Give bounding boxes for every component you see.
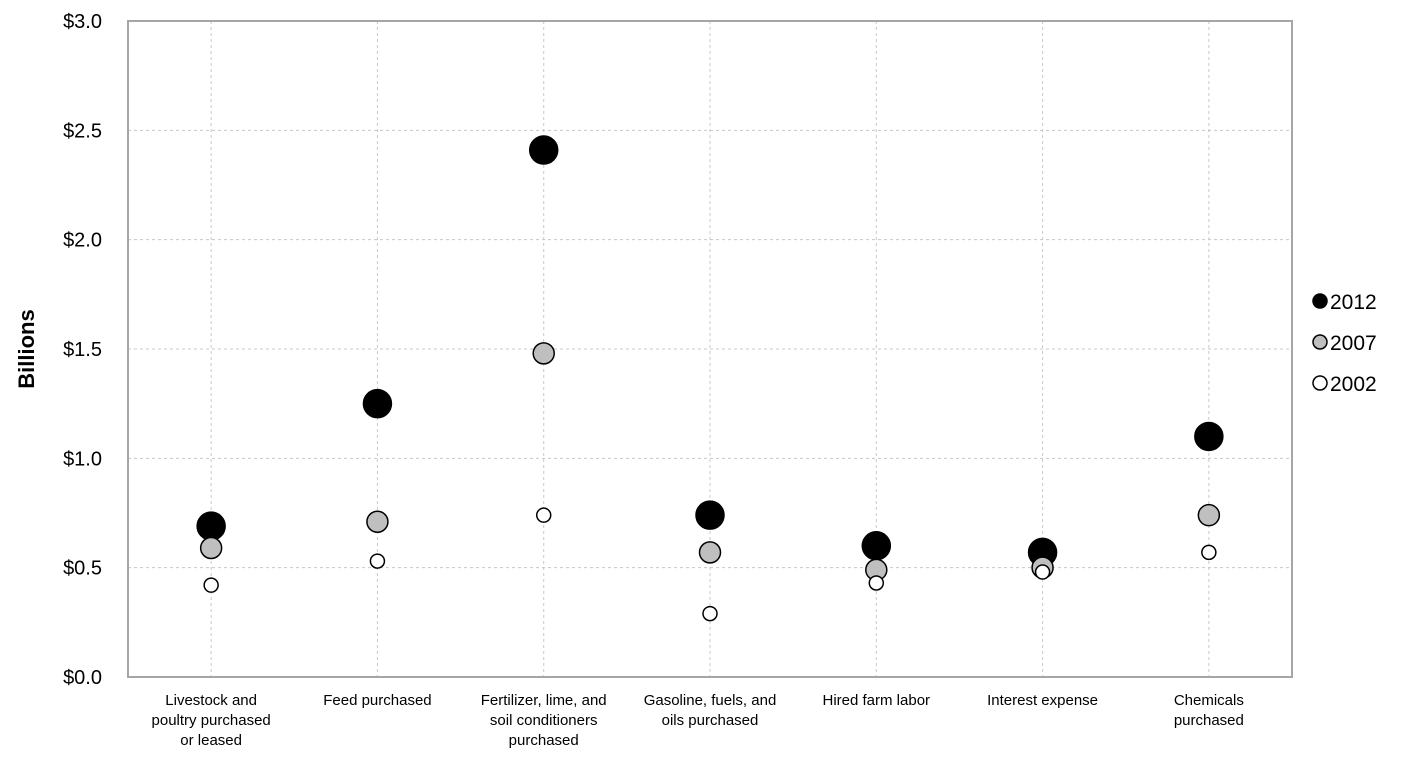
point-2002 [868, 575, 885, 591]
y-tick-label: $2.0 [63, 230, 102, 252]
legend-marker-2002 [1312, 375, 1328, 391]
y-tick-label: $2.5 [63, 120, 102, 142]
x-category-label: Fertilizer, lime, and soil conditioners pu… [481, 692, 607, 749]
y-tick-label: $3.0 [63, 11, 102, 33]
y-axis-title: Billions [14, 309, 39, 388]
point-2007 [698, 541, 722, 564]
point-2012 [1194, 421, 1224, 452]
x-category-label: Chemicals purchased [1174, 692, 1244, 729]
x-category-label: Hired farm labor [823, 692, 931, 709]
legend-marker-2012 [1312, 293, 1328, 309]
point-2002 [535, 507, 552, 523]
x-category-label: Feed purchased [323, 692, 431, 709]
legend-label-2012: 2012 [1330, 291, 1377, 314]
legend-marker-2007 [1312, 334, 1328, 350]
point-2002 [1201, 544, 1217, 561]
y-axis-ticks: $0.0 $0.5 $1.0 $1.5 $2.0 $2.5 $3.0 [63, 11, 102, 689]
y-tick-label: $1.0 [63, 448, 102, 470]
point-2012 [861, 531, 892, 561]
x-category-label: Livestock and poultry purchased or leased [152, 692, 271, 749]
y-tick-label: $0.5 [63, 558, 102, 580]
x-axis-categories: Livestock and poultry purchased or leased F… [152, 692, 1244, 749]
legend-label-2002: 2002 [1330, 373, 1377, 396]
point-2012 [362, 388, 393, 419]
point-2007 [366, 510, 389, 533]
point-2002 [1034, 564, 1051, 580]
point-2002 [369, 553, 386, 569]
point-2012 [695, 500, 725, 530]
legend: 2012 2007 2002 [1312, 291, 1377, 396]
x-category-label: Gasoline, fuels, and oils purchased [644, 692, 777, 729]
point-2012 [196, 511, 226, 541]
x-category-label: Interest expense [987, 692, 1098, 709]
data-points [196, 135, 1224, 622]
legend-label-2007: 2007 [1330, 332, 1377, 355]
grid-layer [128, 21, 1292, 677]
point-2012 [528, 135, 559, 165]
point-2002 [702, 605, 718, 622]
point-2007 [199, 536, 223, 560]
point-2007 [1197, 503, 1221, 527]
point-2002 [203, 577, 219, 593]
point-2007 [532, 342, 555, 365]
y-tick-label: $1.5 [63, 339, 102, 361]
plot-area-frame [127, 20, 1293, 678]
y-tick-label: $0.0 [63, 667, 102, 689]
